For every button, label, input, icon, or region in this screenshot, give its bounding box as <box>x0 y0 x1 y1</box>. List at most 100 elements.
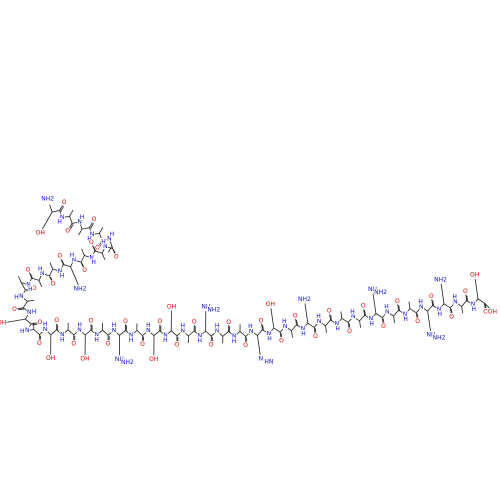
hydrogen-label: H <box>77 321 82 328</box>
side-chain <box>325 325 327 333</box>
side-chain <box>101 253 106 260</box>
hydrogen-label: H <box>38 265 43 272</box>
hydrogen-label: H <box>14 294 19 301</box>
oxygen-label: O <box>259 317 264 324</box>
nitrogen-label: N <box>249 328 254 335</box>
carbonyl-bond <box>397 304 399 311</box>
hydrogen-label: H <box>70 252 75 259</box>
hydrogen-label: H <box>32 308 37 315</box>
carbonyl-bond <box>28 272 33 279</box>
oxygen-label: O <box>313 333 318 340</box>
side-chain-label: OH <box>167 303 176 310</box>
side-chain <box>5 318 26 323</box>
oxygen-label: O <box>279 338 284 345</box>
oxygen-label: O <box>51 281 56 288</box>
hydrogen-label: H <box>112 322 117 329</box>
side-chain <box>18 276 22 283</box>
side-chain-label: NH2 <box>298 296 311 303</box>
side-chain <box>270 308 275 329</box>
carbonyl-bond <box>432 300 435 307</box>
side-chain-label: OH <box>80 356 89 363</box>
carbonyl-bond <box>314 328 317 335</box>
carbonyl-bond <box>92 245 96 252</box>
hydrogen-label: H <box>384 303 389 310</box>
nitrogen-label: N <box>89 254 94 261</box>
side-chain <box>291 330 293 338</box>
hydrogen-label: H <box>129 337 134 344</box>
oxygen-label: O <box>95 245 100 252</box>
hydrogen-label: H <box>335 326 340 333</box>
hydrogen-label: H <box>248 323 253 330</box>
nitrogen-label: N <box>198 333 203 340</box>
oxygen-label: O <box>114 253 119 260</box>
oxygen-label: O <box>82 267 87 274</box>
hydrogen-label: H <box>471 306 476 313</box>
side-chain <box>99 226 104 234</box>
carbonyl-bond <box>381 317 384 324</box>
carbonyl-bond <box>279 332 282 339</box>
carbonyl-bond <box>59 205 63 211</box>
hydrogen-label: H <box>20 328 25 335</box>
hydrogen-label: H <box>94 337 99 344</box>
side-chain <box>408 301 411 309</box>
hydrogen-label: H <box>232 338 237 345</box>
nitrogen-label: N <box>369 316 374 323</box>
oxygen-label: O <box>123 318 128 325</box>
nitrogen-label: N <box>129 332 134 339</box>
carbonyl-bond <box>93 246 97 253</box>
nitrogen-label: N <box>453 299 458 306</box>
side-chain <box>41 211 53 230</box>
carbonyl-bond <box>261 323 263 330</box>
nitrogen-label: N <box>19 293 24 300</box>
nitrogen-label: N <box>103 243 108 250</box>
oxygen-label: O <box>89 239 94 246</box>
nitrogen-label: N <box>90 231 95 238</box>
side-chain <box>393 315 396 323</box>
nitrogen-label: N <box>43 326 48 333</box>
oxygen-label: O <box>293 312 298 319</box>
carbonyl-bond <box>415 312 418 319</box>
c-terminus-label: OH <box>488 309 497 316</box>
carbonyl-bond <box>89 222 93 228</box>
side-chain-label: NH <box>115 356 124 363</box>
oxygen-label: O <box>243 342 248 349</box>
n-terminus-label: NH2 <box>41 195 54 202</box>
side-chain <box>257 335 261 356</box>
hydrogen-label: H <box>198 338 203 345</box>
side-chain-label: NH2 <box>207 307 220 314</box>
hydrogen-label: H <box>163 337 168 344</box>
hydrogen-label: H <box>60 336 65 343</box>
side-chain <box>108 245 113 253</box>
oxygen-label: O <box>226 319 231 326</box>
side-chain <box>474 279 479 299</box>
nitrogen-label: N <box>25 327 30 334</box>
nitrogen-label: N <box>419 304 424 311</box>
hydrogen-label: H <box>215 323 220 330</box>
oxygen-label: O <box>37 340 42 347</box>
oxygen-label: O <box>209 342 214 349</box>
oxygen-label: O <box>89 318 94 325</box>
side-chain-label: OH <box>46 355 55 362</box>
carbonyl-bond <box>483 302 486 310</box>
oxygen-label: O <box>38 319 43 326</box>
oxygen-label: O <box>192 318 197 325</box>
side-chain-label: NH <box>427 331 436 338</box>
side-chain <box>427 311 431 332</box>
carbonyl-bond <box>398 305 400 312</box>
carbonyl-bond <box>17 307 24 310</box>
side-chain-label: OH <box>266 301 275 308</box>
hydrogen-label: H <box>418 299 423 306</box>
hydrogen-label: H <box>437 311 442 318</box>
oxygen-label: O <box>12 306 17 313</box>
oxygen-label: O <box>57 253 62 260</box>
oxygen-label: O <box>483 308 488 315</box>
nitrogen-label: N <box>437 306 442 313</box>
side-chain-label: OH <box>36 229 45 236</box>
hydrogen-label: H <box>110 231 115 238</box>
carbonyl-bond <box>32 323 39 326</box>
hydrogen-label: H <box>60 272 65 279</box>
nitrogen-label: N <box>351 313 356 320</box>
nitrogen-label: N <box>72 256 77 263</box>
carbonyl-bond <box>295 318 297 325</box>
nitrogen-label: N <box>77 326 82 333</box>
